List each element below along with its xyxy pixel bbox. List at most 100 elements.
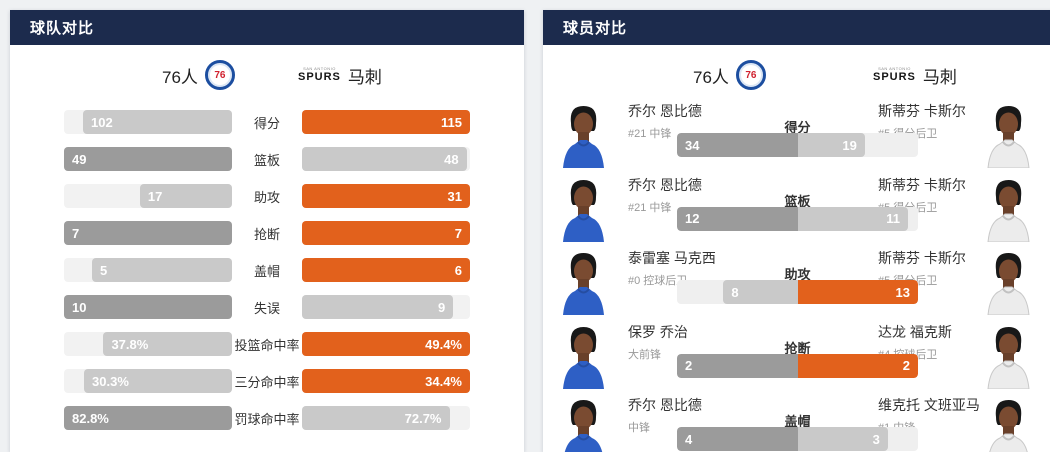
away-player-name[interactable]: 达龙 福克斯	[878, 323, 952, 340]
team-stat-label: 盖帽	[253, 263, 280, 279]
away-team-name[interactable]: 马刺	[347, 67, 382, 87]
away-team-block: SAN ANTONIO SPURS 马刺	[298, 58, 382, 92]
away-player-bar: 13	[797, 280, 918, 304]
team-stat-label: 抢断	[253, 226, 280, 242]
home-player-position: #21 中锋	[628, 128, 672, 140]
home-player-photo[interactable]	[560, 397, 607, 452]
away-player-photo[interactable]	[985, 324, 1032, 389]
away-player-name[interactable]: 斯蒂芬 卡斯尔	[878, 103, 966, 119]
player-stat-rows: 乔尔 恩比德 #21 中锋 得分 斯蒂芬 卡斯尔 #5 得分后卫 34 19	[543, 10, 1050, 452]
home-team-bar: 10	[64, 295, 232, 319]
sixers-logo-icon[interactable]: 76	[204, 60, 235, 90]
home-team-value: 102	[90, 114, 113, 130]
home-team-bar: 7	[64, 221, 232, 245]
home-player-name[interactable]: 乔尔 恩比德	[628, 103, 702, 119]
away-team-value: 48	[444, 151, 459, 167]
away-player-value: 11	[886, 211, 900, 226]
home-team-name[interactable]: 76人	[693, 67, 729, 87]
player-compare-header: 球员对比	[543, 10, 1050, 45]
home-player-position: #0 控球后卫	[628, 275, 688, 287]
away-team-bar: 48	[302, 147, 470, 171]
home-team-bar-fill: 49	[64, 147, 232, 171]
team-stat-row: 5 盖帽 6	[64, 258, 470, 282]
player-compare-panel: 球员对比 76人 76 SAN ANTONIO SPURS 马刺 乔尔 恩	[543, 10, 1050, 452]
home-player-photo[interactable]	[560, 177, 607, 242]
team-stat-label: 助攻	[253, 189, 280, 205]
away-team-bar: 72.7%	[302, 406, 470, 430]
away-player-photo[interactable]	[985, 397, 1032, 452]
player-stat-bar: 8 13	[677, 280, 918, 304]
home-player-info: 保罗 乔治 大前锋	[628, 324, 688, 362]
away-team-name[interactable]: 马刺	[922, 67, 957, 87]
home-team-bar: 49	[64, 147, 232, 171]
player-stat-label: 得分	[784, 120, 811, 135]
home-player-info: 乔尔 恩比德 #21 中锋	[628, 177, 702, 215]
away-team-value: 9	[437, 299, 446, 315]
home-player-name[interactable]: 乔尔 恩比德	[628, 176, 702, 193]
team-stat-rows: 102 得分 115 49 篮板 48 17 助攻 31 7 抢断 7	[10, 110, 524, 443]
away-player-bar: 19	[797, 133, 918, 157]
away-team-block: SAN ANTONIO SPURS 马刺	[873, 58, 957, 92]
away-player-value: 13	[895, 284, 910, 300]
home-player-photo[interactable]	[560, 103, 607, 168]
player-stat-row: 乔尔 恩比德 中锋 盖帽 维克托 文班亚马 #1 中锋 4 3	[543, 397, 1050, 452]
home-player-name[interactable]: 乔尔 恩比德	[628, 397, 702, 413]
away-team-bar-fill: 115	[302, 110, 470, 134]
away-team-bar: 34.4%	[302, 369, 470, 393]
home-player-position: #21 中锋	[628, 201, 672, 214]
team-compare-panel: 球队对比 76人 76 SAN ANTONIO SPURS 马刺 102 得分 …	[10, 10, 524, 452]
player-stat-bar: 34 19	[677, 133, 918, 157]
away-player-photo[interactable]	[985, 250, 1032, 315]
home-team-bar: 82.8%	[64, 406, 232, 430]
home-team-name[interactable]: 76人	[162, 67, 198, 87]
home-player-photo[interactable]	[560, 324, 607, 389]
away-player-value: 3	[872, 431, 880, 447]
away-player-name[interactable]: 维克托 文班亚马	[878, 397, 980, 413]
away-player-bar-fill: 19	[797, 133, 865, 157]
away-team-bar-fill: 49.4%	[302, 332, 470, 356]
team-stat-label: 三分命中率	[234, 374, 300, 390]
team-header-row: 76人 76 SAN ANTONIO SPURS 马刺	[10, 58, 524, 92]
player-stat-bar: 4 3	[677, 427, 918, 451]
team-stat-label: 罚球命中率	[234, 411, 300, 427]
home-player-name[interactable]: 保罗 乔治	[628, 323, 688, 340]
away-team-value: 6	[454, 262, 462, 278]
spurs-logo-top-text: SAN ANTONIO	[878, 66, 911, 71]
team-stat-row: 37.8% 投篮命中率 49.4%	[64, 332, 470, 356]
home-team-value: 82.8%	[72, 410, 109, 426]
away-team-bar-fill: 31	[302, 184, 470, 208]
home-team-bar: 30.3%	[64, 369, 232, 393]
home-team-value: 5	[100, 262, 108, 278]
spurs-logo-icon[interactable]: SAN ANTONIO SPURS	[298, 67, 341, 83]
home-team-bar: 102	[64, 110, 232, 134]
player-team-header-row: 76人 76 SAN ANTONIO SPURS 马刺	[543, 58, 1050, 92]
away-player-photo[interactable]	[985, 177, 1032, 242]
player-stat-label: 篮板	[784, 193, 811, 209]
home-player-bar: 4	[677, 427, 798, 451]
spurs-logo-icon[interactable]: SAN ANTONIO SPURS	[873, 67, 916, 83]
player-stat-row: 泰雷塞 马克西 #0 控球后卫 助攻 斯蒂芬 卡斯尔 #5 得分后卫 8 13	[543, 250, 1050, 324]
sixers-logo-text: 76	[745, 69, 757, 81]
team-stat-row: 49 篮板 48	[64, 147, 470, 171]
home-player-name[interactable]: 泰雷塞 马克西	[628, 250, 716, 266]
away-player-name[interactable]: 斯蒂芬 卡斯尔	[878, 250, 966, 266]
home-team-bar: 17	[64, 184, 232, 208]
player-stat-bar: 2 2	[677, 353, 918, 378]
home-player-bar: 2	[677, 353, 798, 378]
home-player-bar-fill: 2	[677, 353, 798, 378]
team-stat-row: 30.3% 三分命中率 34.4%	[64, 369, 470, 393]
spurs-logo-text: SPURS	[298, 71, 341, 83]
away-player-bar-fill: 13	[797, 280, 918, 304]
away-player-name[interactable]: 斯蒂芬 卡斯尔	[878, 176, 966, 193]
away-team-value: 31	[447, 188, 462, 204]
player-stat-row: 乔尔 恩比德 #21 中锋 得分 斯蒂芬 卡斯尔 #5 得分后卫 34 19	[543, 103, 1050, 177]
home-team-bar-fill: 37.8%	[103, 332, 232, 356]
away-team-bar: 31	[302, 184, 470, 208]
sixers-logo-icon[interactable]: 76	[735, 60, 766, 90]
player-compare-title: 球员对比	[563, 20, 628, 37]
away-player-photo[interactable]	[985, 103, 1032, 168]
home-player-photo[interactable]	[560, 250, 607, 315]
team-stat-row: 82.8% 罚球命中率 72.7%	[64, 406, 470, 430]
player-stat-label: 助攻	[784, 267, 811, 282]
